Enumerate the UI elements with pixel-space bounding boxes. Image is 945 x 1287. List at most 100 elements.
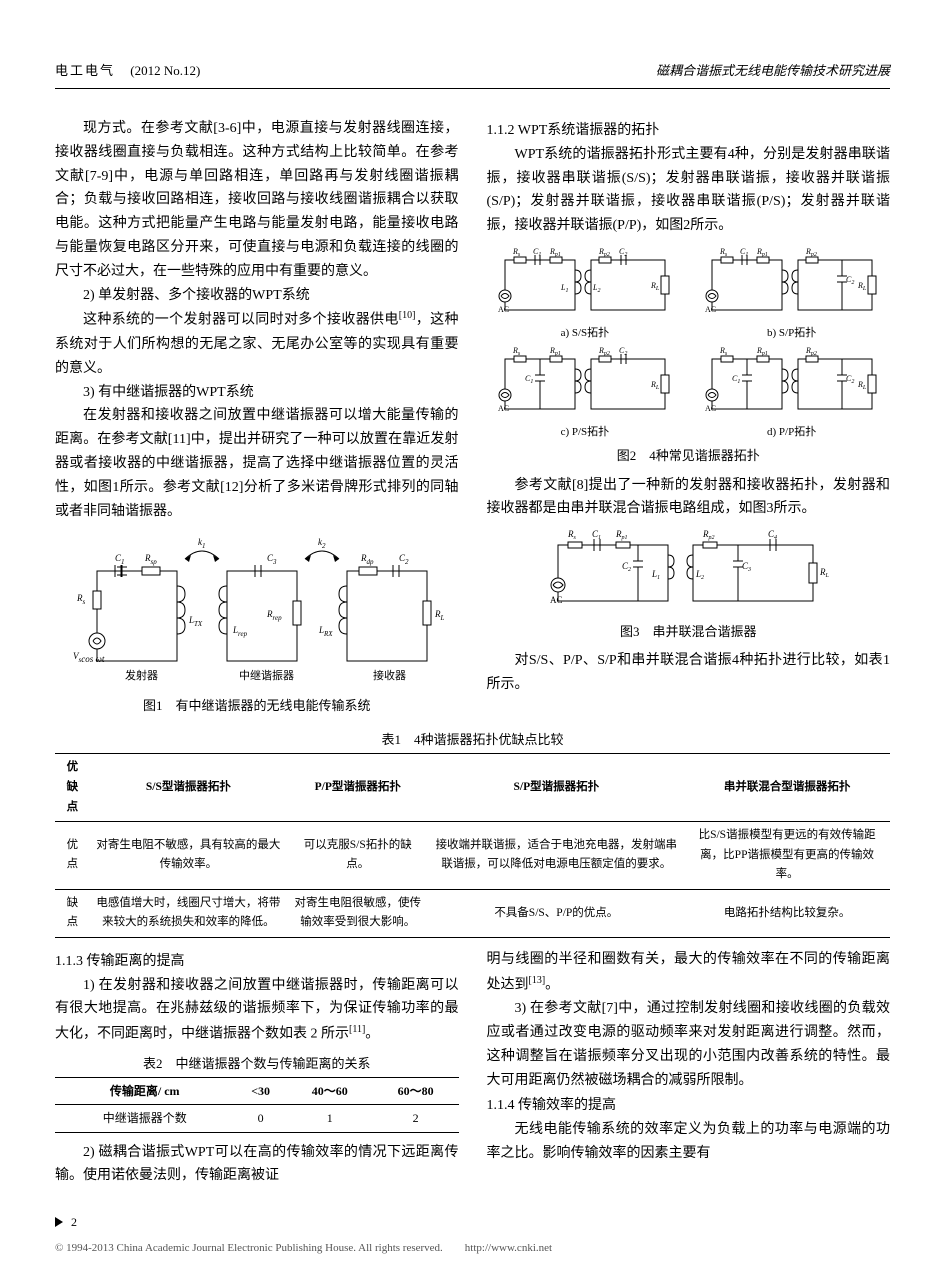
t1-adv-0: 对寄生电阻不敏感，具有较高的最大传输效率。 (90, 822, 287, 890)
table-2: 传输距离/ cm <30 40～60 60～80 中继谐振器个数 0 1 2 (55, 1077, 459, 1133)
para-l3: 在发射器和接收器之间放置中继谐振器可以增大能量传输的距离。在参考文献[11]中，… (55, 404, 459, 523)
figure-2: AC Rs C1 Rp1 L1 (487, 246, 891, 441)
t2-r2: 2 (373, 1105, 459, 1132)
svg-text:LRX: LRX (318, 625, 333, 638)
bottom-left: 1.1.3 传输距离的提高 1) 在发射器和接收器之间放置中继谐振器时，传输距离… (55, 948, 459, 1188)
svg-text:发射器: 发射器 (125, 668, 158, 682)
svg-text:C2: C2 (846, 374, 854, 385)
svg-text:Rp2: Rp2 (805, 346, 817, 357)
heading-113: 1.1.3 传输距离的提高 (55, 950, 459, 974)
bottom-right: 明与线圈的半径和圈数有关，最大的传输效率在不同的传输距离处达到[13]。 3) … (487, 948, 891, 1188)
page-triangle-icon (55, 1217, 63, 1227)
t1-h2: P/P型谐振器拓扑 (287, 754, 428, 822)
svg-text:Rp2: Rp2 (598, 247, 610, 258)
right-column: 1.1.2 WPT系统谐振器的拓扑 WPT系统的谐振器拓扑形式主要有4种，分别是… (487, 117, 891, 723)
para-bl1: 1) 在发射器和接收器之间放置中继谐振器时，传输距离可以有很大地提高。在兆赫兹级… (55, 974, 459, 1047)
fig2-sub-a: a) S/S拓扑 (487, 324, 684, 343)
svg-text:C4: C4 (768, 529, 777, 541)
svg-text:Rsp: Rsp (144, 553, 157, 566)
svg-text:L1: L1 (651, 569, 660, 581)
svg-text:L1: L1 (560, 283, 568, 294)
figure-1-svg: C1 Rsp Rs LTX Vscos ωt C3 Rrep (67, 531, 447, 691)
t1-h0: 优缺点 (55, 754, 90, 822)
svg-text:C1: C1 (592, 529, 601, 541)
table-2-caption: 表2 中继谐振器个数与传输距离的关系 (55, 1053, 459, 1075)
publication-name: 电工电气 (55, 63, 115, 78)
t1-dis-2: 不具备S/S、P/P的优点。 (428, 889, 684, 937)
t2-r0: 0 (234, 1105, 286, 1132)
svg-text:C2: C2 (619, 346, 627, 357)
table-1-caption: 表1 4种谐振器拓扑优缺点比较 (55, 729, 890, 751)
svg-text:Rs: Rs (512, 346, 521, 357)
copyright-notice: © 1994-2013 China Academic Journal Elect… (55, 1239, 890, 1258)
svg-text:Rp1: Rp1 (549, 247, 561, 258)
t1-adv-2: 接收端并联谐振，适合于电池充电器，发射端串联谐振，可以降低对电源电压额定值的要求… (428, 822, 684, 890)
t2-h3: 60～80 (373, 1077, 459, 1104)
fig2-sub-b: b) S/P拓扑 (693, 324, 890, 343)
svg-text:Rs: Rs (512, 247, 521, 258)
t1-h3: S/P型谐振器拓扑 (428, 754, 684, 822)
fig2-pp: AC (702, 345, 882, 423)
svg-text:中继谐振器: 中继谐振器 (239, 668, 294, 682)
t1-dis-3: 电路拓扑结构比较复杂。 (684, 889, 890, 937)
svg-text:AC: AC (550, 595, 563, 605)
svg-text:Rs: Rs (567, 529, 577, 541)
svg-text:RL: RL (857, 281, 867, 292)
t1-dis-1: 对寄生电阻很敏感，使传输效率受到很大影响。 (287, 889, 428, 937)
heading-112: 1.1.2 WPT系统谐振器的拓扑 (487, 119, 891, 143)
svg-text:C2: C2 (846, 275, 854, 286)
figure-3-svg: AC Rs C1 Rp1 C2 L1 (538, 529, 838, 617)
svg-text:接收器: 接收器 (373, 668, 406, 682)
fig2-sp: AC (702, 246, 882, 324)
t2-rlabel: 中继谐振器个数 (55, 1105, 234, 1132)
svg-text:RL: RL (819, 567, 830, 579)
svg-text:C1: C1 (533, 247, 541, 258)
figure-2-caption: 图2 4种常见谐振器拓扑 (487, 445, 891, 467)
para-br-cont: 明与线圈的半径和圈数有关，最大的传输效率在不同的传输距离处达到[13]。 (487, 948, 891, 997)
t1-adv-3: 比S/S谐振模型有更远的有效传输距离，比PP谐振模型有更高的传输效率。 (684, 822, 890, 890)
svg-text:Rp2: Rp2 (598, 346, 610, 357)
left-column: 现方式。在参考文献[3-6]中，电源直接与发射器线圈连接，接收器线圈直接与负载相… (55, 117, 459, 723)
fig2-ss: AC Rs C1 Rp1 L1 (495, 246, 675, 324)
para-br4: 无线电能传输系统的效率定义为负载上的功率与电源端的功率之比。影响传输效率的因素主… (487, 1118, 891, 1166)
bottom-columns: 1.1.3 传输距离的提高 1) 在发射器和接收器之间放置中继谐振器时，传输距离… (55, 948, 890, 1188)
figure-3: AC Rs C1 Rp1 C2 L1 (487, 529, 891, 617)
svg-text:Rp1: Rp1 (756, 346, 768, 357)
svg-text:C3: C3 (267, 553, 277, 566)
svg-text:AC: AC (498, 305, 509, 314)
svg-text:Rs: Rs (719, 247, 728, 258)
page-number: 2 (55, 1212, 890, 1232)
svg-text:RL: RL (650, 380, 660, 391)
svg-text:C1: C1 (732, 374, 740, 385)
svg-text:Rs: Rs (76, 593, 86, 606)
svg-text:Rp2: Rp2 (702, 529, 715, 541)
svg-text:Rdp: Rdp (360, 553, 374, 566)
t2-h0: 传输距离/ cm (55, 1077, 234, 1104)
t1-h4: 串并联混合型谐振器拓扑 (684, 754, 890, 822)
para-l1: 现方式。在参考文献[3-6]中，电源直接与发射器线圈连接，接收器线圈直接与负载相… (55, 117, 459, 284)
header-left: 电工电气 (2012 No.12) (55, 60, 200, 82)
figure-3-caption: 图3 串并联混合谐振器 (487, 621, 891, 643)
svg-text:C1: C1 (115, 553, 125, 566)
t2-r1: 1 (287, 1105, 373, 1132)
svg-text:Rp1: Rp1 (549, 346, 561, 357)
ref-11: [11] (349, 1024, 365, 1035)
svg-text:RL: RL (650, 281, 660, 292)
t1-adv-label: 优点 (55, 822, 90, 890)
svg-text:Rrep: Rrep (266, 609, 282, 622)
heading-114: 1.1.4 传输效率的提高 (487, 1094, 891, 1118)
svg-text:Rp2: Rp2 (805, 247, 817, 258)
fig2-sub-d: d) P/P拓扑 (693, 423, 890, 442)
fig2-sub-c: c) P/S拓扑 (487, 423, 684, 442)
page-number-value: 2 (71, 1212, 77, 1232)
svg-text:k2: k2 (318, 537, 326, 550)
para-after-fig3: 对S/S、P/P、S/P和串并联混合谐振4种拓扑进行比较，如表1所示。 (487, 649, 891, 697)
issue-number: (2012 No.12) (130, 63, 200, 78)
svg-text:Rs: Rs (719, 346, 728, 357)
svg-text:AC: AC (705, 404, 716, 413)
svg-text:RL: RL (857, 380, 867, 391)
main-columns: 现方式。在参考文献[3-6]中，电源直接与发射器线圈连接，接收器线圈直接与负载相… (55, 117, 890, 723)
svg-text:C1: C1 (525, 374, 533, 385)
svg-text:AC: AC (498, 404, 509, 413)
svg-text:C2: C2 (619, 247, 627, 258)
